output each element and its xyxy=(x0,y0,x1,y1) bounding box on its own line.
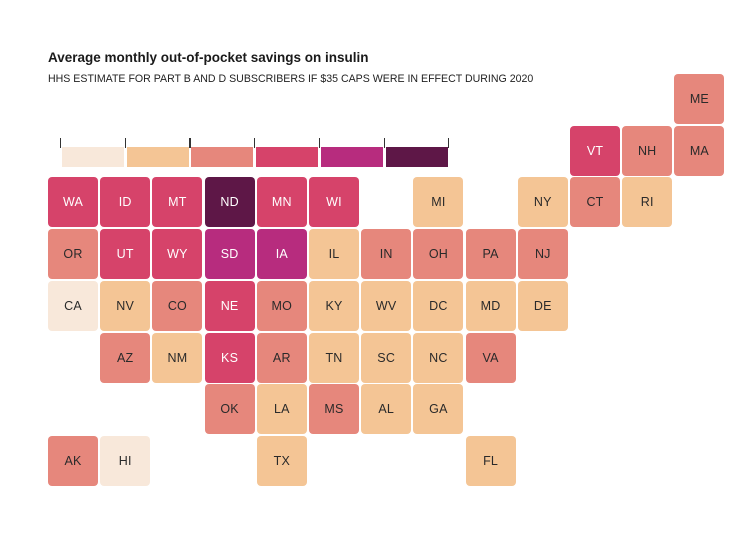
state-tile-nc: NC xyxy=(413,332,464,383)
legend-swatch-2 xyxy=(126,147,189,167)
state-tile-wi: WI xyxy=(309,177,359,228)
state-tile-ga: GA xyxy=(413,384,464,435)
state-tile-ok: OK xyxy=(204,384,255,435)
state-tile-al: AL xyxy=(361,384,412,435)
state-tile-ne: NE xyxy=(204,280,255,331)
state-tile-tn: TN xyxy=(309,332,359,383)
state-tile-me: ME xyxy=(674,74,725,124)
state-tile-ms: MS xyxy=(309,384,359,435)
state-tile-nj: NJ xyxy=(517,229,568,280)
state-tile-il: IL xyxy=(309,229,359,280)
state-tile-va: VA xyxy=(465,332,516,383)
state-tile-id: ID xyxy=(100,177,151,228)
state-tile-ak: AK xyxy=(48,435,98,486)
state-tile-tx: TX xyxy=(256,435,307,486)
state-tile-in: IN xyxy=(361,229,412,280)
state-tile-ct: CT xyxy=(570,177,620,228)
state-tile-mt: MT xyxy=(152,177,203,228)
state-tile-mo: MO xyxy=(256,280,307,331)
state-tile-sc: SC xyxy=(361,332,412,383)
state-tile-ks: KS xyxy=(204,332,255,383)
state-tile-vt: VT xyxy=(570,125,620,176)
state-tile-hi: HI xyxy=(100,435,151,486)
legend-tick xyxy=(448,138,450,148)
state-tile-wa: WA xyxy=(48,177,98,228)
legend-swatch-3 xyxy=(191,147,254,167)
state-tile-nd: ND xyxy=(204,177,255,228)
legend-swatch-4 xyxy=(256,147,319,167)
state-tile-nv: NV xyxy=(100,280,151,331)
state-tile-ri: RI xyxy=(622,177,673,228)
legend-swatch-6 xyxy=(385,147,448,167)
legend-tick xyxy=(254,138,256,148)
state-tile-ca: CA xyxy=(48,280,98,331)
state-tile-ia: IA xyxy=(256,229,307,280)
legend-tick xyxy=(318,138,321,148)
legend-tick xyxy=(60,138,62,148)
state-tile-co: CO xyxy=(152,280,203,331)
state-tile-az: AZ xyxy=(100,332,151,383)
state-tile-wy: WY xyxy=(152,229,203,280)
state-tile-ny: NY xyxy=(517,177,568,228)
state-tile-dc: DC xyxy=(413,280,464,331)
legend-tick xyxy=(189,138,191,148)
state-tile-la: LA xyxy=(256,384,307,435)
legend-swatch-5 xyxy=(320,147,383,167)
chart-subtitle: HHS ESTIMATE FOR PART B AND D SUBSCRIBER… xyxy=(48,73,534,85)
state-tile-nh: NH xyxy=(622,125,673,176)
legend-tick xyxy=(383,138,385,148)
state-tile-ar: AR xyxy=(256,332,307,383)
state-tile-or: OR xyxy=(48,229,98,280)
state-tile-mi: MI xyxy=(413,177,464,228)
chart-title: Average monthly out-of-pocket savings on… xyxy=(48,50,369,65)
state-tile-nm: NM xyxy=(152,332,203,383)
state-tile-pa: PA xyxy=(465,229,516,280)
state-tile-mn: MN xyxy=(256,177,307,228)
state-tile-fl: FL xyxy=(465,435,516,486)
legend-tick xyxy=(124,138,126,148)
state-tile-ut: UT xyxy=(100,229,151,280)
state-tile-sd: SD xyxy=(204,229,255,280)
state-tile-ky: KY xyxy=(309,280,359,331)
state-tile-wv: WV xyxy=(361,280,412,331)
state-tile-ma: MA xyxy=(674,125,725,176)
state-tile-md: MD xyxy=(465,280,516,331)
state-tile-oh: OH xyxy=(413,229,464,280)
state-tile-de: DE xyxy=(517,280,568,331)
legend-swatch-1 xyxy=(62,147,124,167)
color-legend xyxy=(60,138,450,168)
